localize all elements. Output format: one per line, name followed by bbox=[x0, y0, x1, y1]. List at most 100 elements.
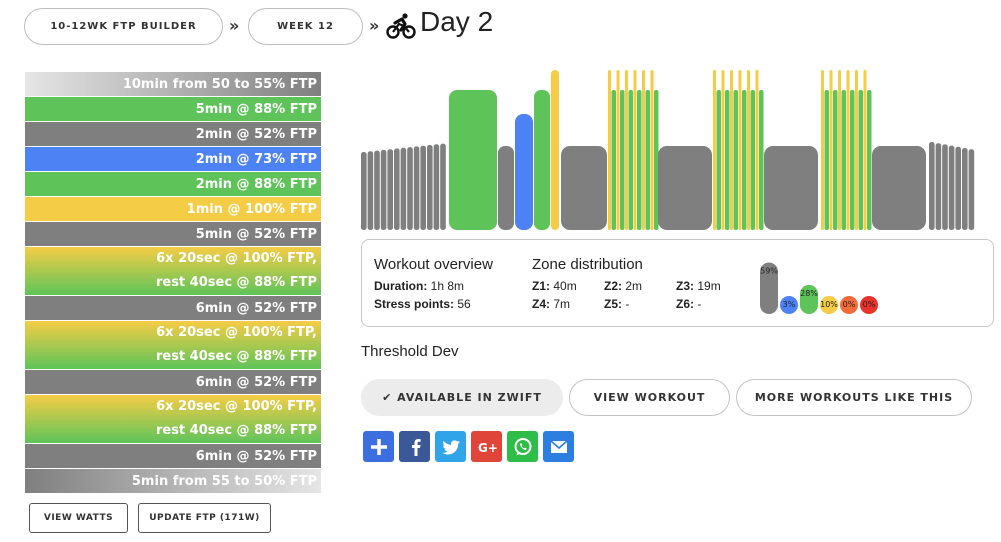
interval-row: 6x 20sec @ 100% FTP, rest 40sec @ 88% FTP bbox=[25, 321, 321, 369]
interval-label: 2min @ 52% FTP bbox=[195, 126, 317, 142]
workout-segment bbox=[824, 90, 829, 230]
zone-bar-label: 10% bbox=[820, 300, 838, 309]
workout-segment bbox=[833, 90, 838, 230]
interval-label: 6x 20sec @ 100% FTP, bbox=[156, 325, 317, 340]
zone-z6: Z6: - bbox=[676, 297, 702, 311]
workout-segment bbox=[616, 70, 620, 230]
workout-segment bbox=[534, 90, 550, 230]
interval-label: 2min @ 88% FTP bbox=[195, 176, 317, 192]
workout-segment bbox=[948, 145, 955, 230]
workout-segment bbox=[747, 70, 750, 230]
interval-label: 10min from 50 to 55% FTP bbox=[122, 76, 317, 92]
interval-row: 6x 20sec @ 100% FTP, rest 40sec @ 88% FTP bbox=[25, 395, 321, 443]
stress-label: Stress points: bbox=[374, 297, 455, 311]
workout-segment bbox=[551, 70, 559, 230]
workout-segment bbox=[838, 70, 841, 230]
workout-segment bbox=[821, 70, 824, 230]
workout-segment bbox=[654, 90, 659, 230]
update-ftp-button[interactable]: UPDATE FTP (171W) bbox=[138, 503, 271, 533]
workout-segment bbox=[955, 146, 961, 230]
workout-segment bbox=[742, 90, 747, 230]
available-in-zwift-button[interactable]: ✔ AVAILABLE IN ZWIFT bbox=[361, 379, 563, 416]
zone-bar bbox=[860, 296, 878, 314]
interval-row: 1min @ 100% FTP bbox=[25, 197, 321, 221]
duration-label: Duration: bbox=[374, 279, 428, 293]
view-watts-button[interactable]: VIEW WATTS bbox=[29, 503, 128, 533]
workout-segment bbox=[858, 90, 863, 230]
interval-label: 6min @ 52% FTP bbox=[195, 300, 317, 316]
workout-segment bbox=[929, 142, 935, 230]
workout-segment bbox=[725, 90, 730, 230]
interval-row: 6min @ 52% FTP bbox=[25, 444, 321, 468]
workout-name: Threshold Dev bbox=[361, 343, 459, 360]
page-title: Day 2 bbox=[420, 6, 494, 37]
interval-row: 2min @ 88% FTP bbox=[25, 172, 321, 196]
workout-segment bbox=[645, 90, 650, 230]
workout-segment bbox=[713, 70, 716, 230]
zone-bar-label: 0% bbox=[843, 300, 856, 309]
interval-label: rest 40sec @ 88% FTP bbox=[155, 423, 317, 438]
plan-breadcrumb-button[interactable]: 10-12WK FTP BUILDER bbox=[24, 8, 223, 45]
breadcrumb-separator: » bbox=[369, 16, 380, 35]
zone-bar bbox=[760, 262, 778, 314]
interval-row: 6min @ 52% FTP bbox=[25, 370, 321, 394]
workout-segment bbox=[733, 90, 738, 230]
cyclist-icon bbox=[386, 13, 416, 39]
view-workout-button[interactable]: VIEW WORKOUT bbox=[569, 379, 730, 416]
email-icon[interactable] bbox=[543, 431, 574, 462]
stress-row: Stress points: 56 bbox=[374, 297, 471, 311]
interval-label: rest 40sec @ 88% FTP bbox=[155, 275, 317, 290]
workout-segment bbox=[841, 90, 846, 230]
workout-segment bbox=[829, 70, 833, 230]
share-plus-icon[interactable] bbox=[363, 431, 394, 462]
workout-segment bbox=[498, 146, 514, 230]
workout-segment bbox=[872, 146, 926, 230]
zone-bar-label: 28% bbox=[800, 289, 818, 298]
workout-segment bbox=[608, 70, 611, 230]
workout-segment bbox=[942, 144, 948, 230]
breadcrumb-separator: » bbox=[229, 16, 240, 35]
zone-distribution-chart: 59% 3% 28%10% 0% 0% bbox=[760, 262, 878, 314]
zone-bar bbox=[820, 296, 838, 314]
twitter-icon[interactable] bbox=[435, 431, 466, 462]
workout-segment bbox=[863, 70, 867, 230]
week-breadcrumb-button[interactable]: WEEK 12 bbox=[248, 8, 363, 45]
interval-row: 6x 20sec @ 100% FTP, rest 40sec @ 88% FTP bbox=[25, 247, 321, 295]
workout-segment bbox=[846, 70, 850, 230]
workout-segment bbox=[374, 150, 380, 230]
workout-segment bbox=[625, 70, 628, 230]
workout-segment bbox=[750, 90, 755, 230]
interval-label: 6min @ 52% FTP bbox=[195, 448, 317, 464]
workout-segment bbox=[387, 149, 393, 230]
workout-segment bbox=[650, 70, 654, 230]
interval-row: 5min from 55 to 50% FTP bbox=[25, 469, 321, 493]
interval-label: rest 40sec @ 88% FTP bbox=[155, 349, 317, 364]
workout-segment bbox=[935, 143, 942, 230]
interval-row: 5min @ 88% FTP bbox=[25, 97, 321, 121]
interval-row: 6min @ 52% FTP bbox=[25, 296, 321, 320]
zone-bar-label: 3% bbox=[783, 300, 796, 309]
workout-segment bbox=[759, 90, 764, 230]
more-workouts-button[interactable]: MORE WORKOUTS LIKE THIS bbox=[736, 379, 972, 416]
workout-segment bbox=[716, 90, 721, 230]
workout-segment bbox=[440, 143, 446, 230]
workout-segment bbox=[449, 90, 497, 230]
interval-label: 5min from 55 to 50% FTP bbox=[131, 473, 317, 489]
interval-list: 10min from 50 to 55% FTP 5min @ 88% FTP 2m… bbox=[25, 72, 321, 494]
interval-label: 6x 20sec @ 100% FTP, bbox=[156, 251, 317, 266]
interval-label: 5min @ 52% FTP bbox=[195, 226, 317, 242]
interval-label: 1min @ 100% FTP bbox=[186, 201, 317, 217]
workout-segment bbox=[611, 90, 616, 230]
duration-value: 1h 8m bbox=[430, 279, 465, 293]
facebook-icon[interactable] bbox=[399, 431, 430, 462]
zone-z2: Z2: 2m bbox=[604, 279, 643, 293]
whatsapp-icon[interactable] bbox=[507, 431, 538, 462]
google-plus-icon[interactable]: G+ bbox=[471, 431, 502, 462]
workout-overview-panel: Workout overview Duration: 1h 8m Stress … bbox=[361, 239, 994, 327]
interval-row: 5min @ 52% FTP bbox=[25, 222, 321, 246]
workout-segment bbox=[867, 90, 872, 230]
workout-segment bbox=[658, 146, 712, 230]
workout-segment bbox=[407, 147, 413, 230]
workout-segment bbox=[620, 90, 625, 230]
workout-segment bbox=[394, 148, 400, 230]
